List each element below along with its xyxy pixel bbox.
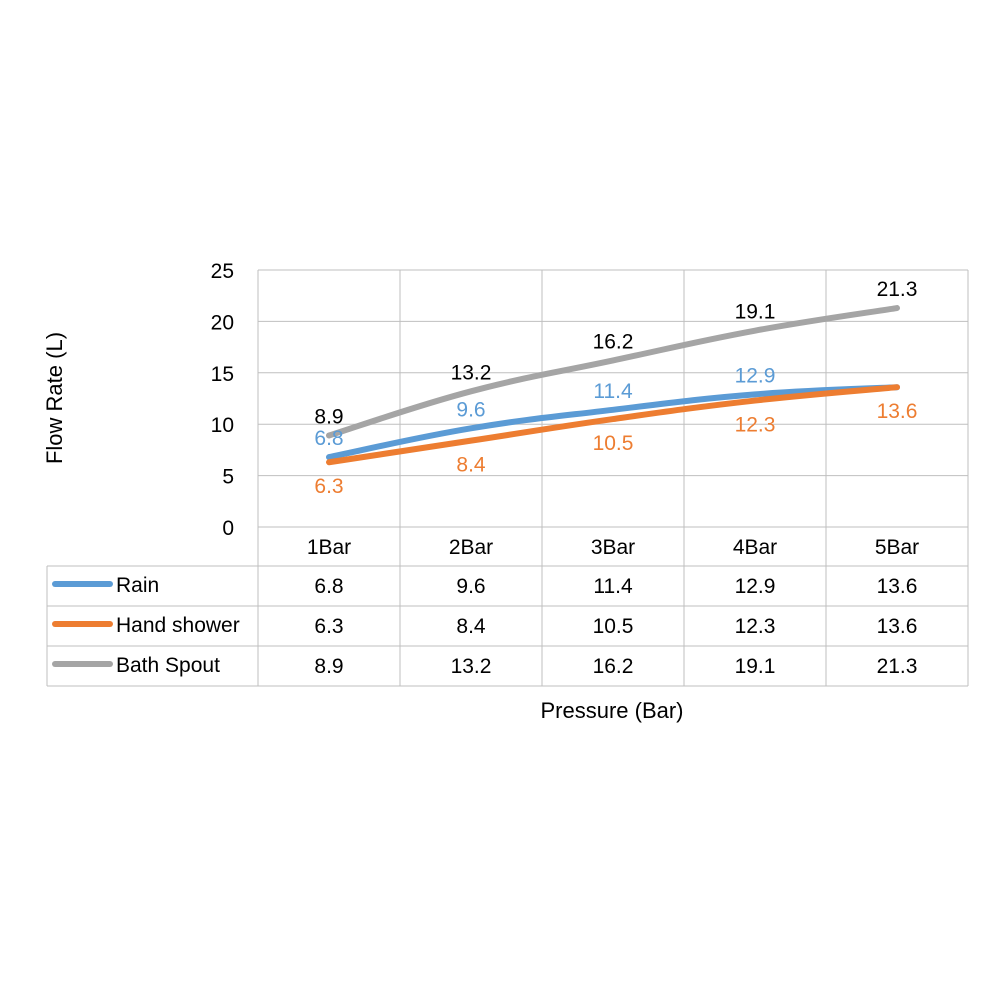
series-line-bath-spout — [326, 305, 900, 439]
table-cell: 11.4 — [593, 575, 633, 598]
table-cell: 8.9 — [314, 655, 343, 678]
y-axis-title: Flow Rate (L) — [42, 332, 67, 464]
axes: Flow Rate (L) Pressure (Bar) 0 5 10 15 20 25 — [42, 260, 684, 723]
data-label: 19.1 — [735, 301, 776, 324]
y-tick-label: 25 — [211, 260, 234, 283]
y-tick-label: 20 — [211, 311, 234, 334]
series-lines — [326, 305, 900, 466]
data-label: 8.9 — [314, 406, 343, 429]
table-cell: 10.5 — [593, 615, 634, 638]
table-cell: 8.4 — [456, 615, 486, 638]
x-tick-label: 2Bar — [449, 536, 493, 559]
y-tick-label: 10 — [211, 414, 234, 437]
y-tick-label: 15 — [211, 363, 234, 386]
data-table: 1Bar 2Bar 3Bar 4Bar 5Bar Rain 6.8 9.6 11.4 12.9 13… — [46, 526, 968, 687]
y-tick-label: 5 — [222, 466, 234, 489]
data-label: 9.6 — [456, 398, 485, 421]
y-tick-label: 0 — [222, 517, 234, 540]
data-label: 12.9 — [735, 364, 776, 387]
data-label: 10.5 — [593, 432, 634, 455]
table-cell: 16.2 — [593, 655, 634, 678]
series-line-rain — [326, 384, 900, 461]
data-label: 8.4 — [456, 454, 486, 477]
table-cell: 13.6 — [877, 575, 918, 598]
data-label: 6.8 — [314, 427, 343, 450]
table-cell: 13.2 — [451, 655, 492, 678]
table-cell: 12.3 — [735, 615, 776, 638]
data-label: 13.2 — [451, 361, 492, 384]
table-cell: 6.8 — [314, 575, 343, 598]
x-tick-label: 5Bar — [875, 536, 919, 559]
x-tick-label: 1Bar — [307, 536, 351, 559]
data-labels: 6.8 9.6 11.4 12.9 6.3 8.4 10.5 12.3 13.6 8.9 13.2 1… — [314, 278, 917, 498]
data-label: 16.2 — [593, 330, 634, 353]
legend-entry: Bath Spout — [116, 654, 220, 677]
x-axis-title: Pressure (Bar) — [540, 698, 683, 723]
table-cell: 6.3 — [314, 615, 343, 638]
grid — [257, 269, 969, 686]
table-cell: 12.9 — [735, 575, 776, 598]
legend-entry: Rain — [116, 574, 159, 597]
x-tick-label: 3Bar — [591, 536, 635, 559]
data-label: 12.3 — [735, 414, 776, 437]
data-label: 13.6 — [877, 400, 918, 423]
table-cell: 21.3 — [877, 655, 918, 678]
data-label: 11.4 — [593, 380, 633, 403]
x-tick-label: 4Bar — [733, 536, 777, 559]
data-label: 6.3 — [314, 475, 343, 498]
table-cell: 13.6 — [877, 615, 918, 638]
legend-entry: Hand shower — [116, 614, 240, 637]
series-line-hand-shower — [326, 384, 900, 466]
table-cell: 19.1 — [735, 655, 776, 678]
data-label: 21.3 — [877, 278, 918, 301]
table-cell: 9.6 — [456, 575, 485, 598]
